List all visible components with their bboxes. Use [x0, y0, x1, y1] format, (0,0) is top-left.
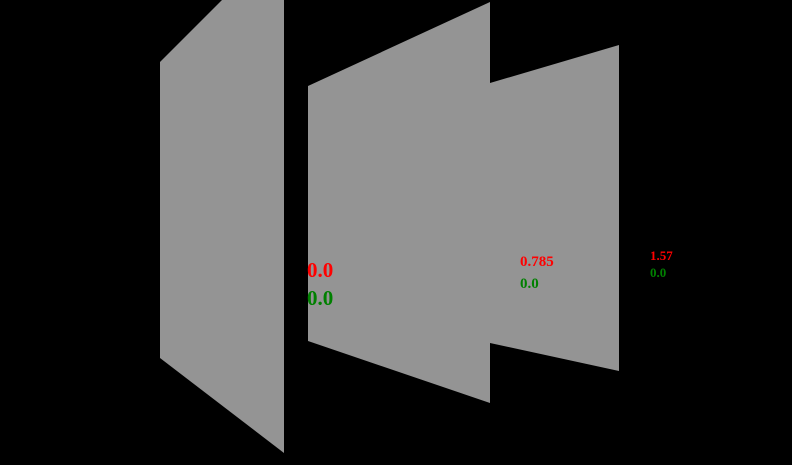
panel-left-bottom-value: 0.0	[307, 286, 333, 310]
panel-right-top-value: 1.57	[650, 248, 673, 263]
panel-right	[490, 45, 619, 371]
panel-middle-top-value: 0.785	[520, 254, 554, 270]
panel-right-bottom-value: 0.0	[650, 265, 666, 280]
panel-middle	[308, 2, 490, 403]
panel-left-top-value: 0.0	[307, 258, 333, 282]
panel-left	[160, 0, 284, 453]
panel-middle-bottom-value: 0.0	[520, 276, 539, 292]
